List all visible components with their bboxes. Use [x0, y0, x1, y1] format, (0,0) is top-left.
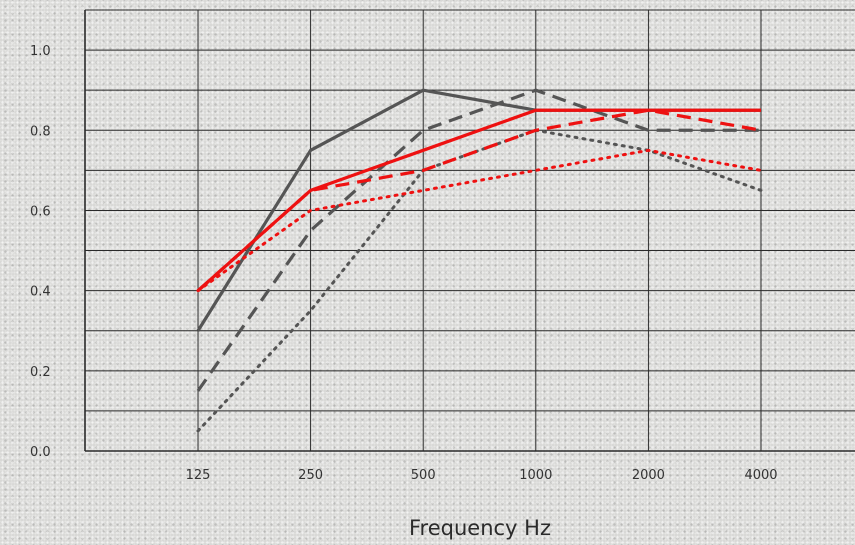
y-tick-label: 0.6: [30, 204, 51, 219]
y-tick-label: 1.0: [30, 44, 51, 59]
x-tick-label: 2000: [632, 468, 665, 483]
x-tick-label: 125: [186, 468, 211, 483]
series-line-gray-dashed: [196, 88, 761, 392]
series-line-red-dotted: [196, 148, 763, 293]
y-tick-label: 0.2: [30, 365, 51, 380]
x-tick-label: 4000: [744, 468, 777, 483]
series-line-red-solid: [196, 108, 761, 292]
x-axis-ticks: 125 250 500 1000 2000 4000: [186, 468, 778, 483]
x-tick-label: 1000: [519, 468, 552, 483]
y-tick-label: 0.4: [30, 285, 51, 300]
x-tick-label: 250: [298, 468, 323, 483]
y-tick-label: 0.0: [30, 445, 51, 460]
y-tick-label: 0.8: [30, 124, 51, 139]
series-line-gray-dotted: [196, 128, 763, 433]
series-lines: [196, 88, 763, 433]
x-tick-label: 500: [411, 468, 436, 483]
x-axis-title: Frequency Hz: [409, 516, 551, 540]
grid: [84, 9, 855, 452]
y-axis-ticks: 0.0 0.2 0.4 0.6 0.8 1.0: [30, 44, 51, 460]
series-line-red-dashed: [196, 108, 762, 292]
